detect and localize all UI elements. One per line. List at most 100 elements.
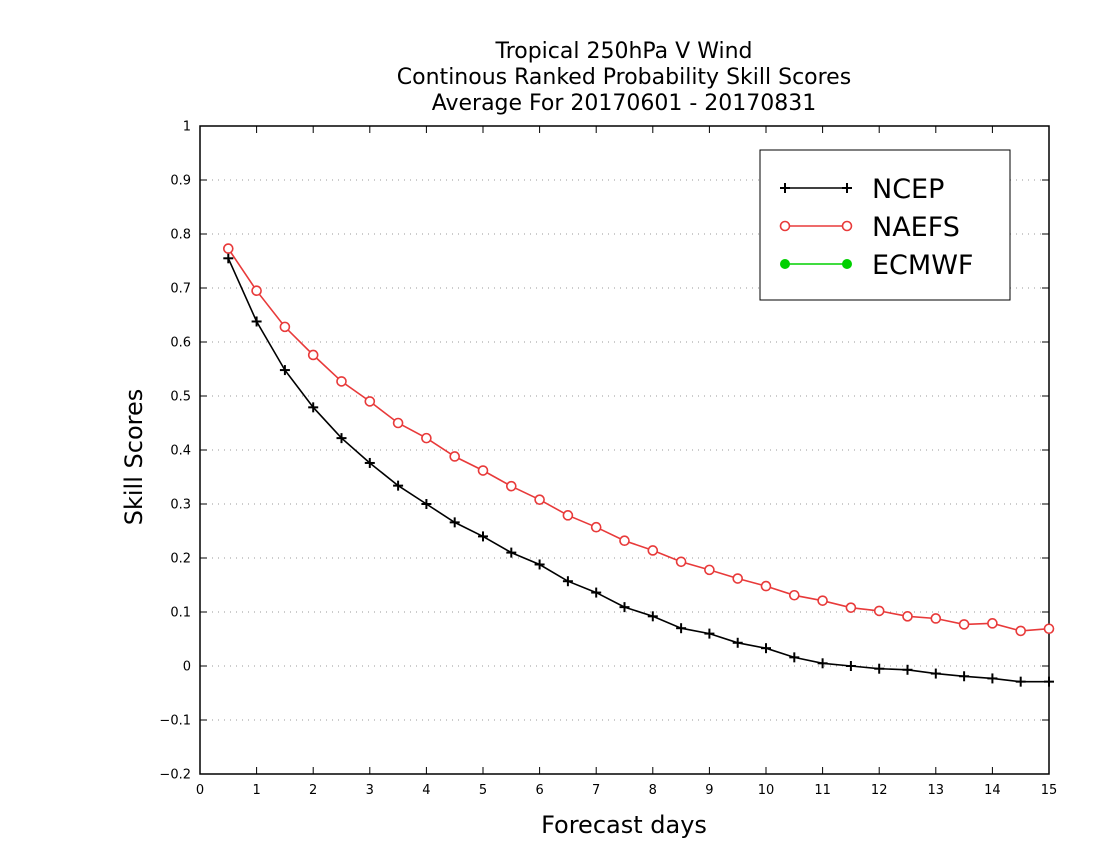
ncep-point	[336, 433, 347, 444]
x-tick-label: 13	[928, 783, 945, 798]
naefs-point	[421, 432, 432, 444]
naefs-point	[958, 619, 970, 630]
x-axis-ticks: 0 1 2 3 4 5 6 7 8 9 10 11 12 13 14 15	[196, 126, 1057, 798]
ncep-point	[789, 652, 800, 663]
title-line-1: Tropical 250hPa V Wind	[494, 39, 752, 64]
legend: NCEP NAEFS ECMWF	[759, 149, 1011, 301]
x-tick-label: 12	[871, 783, 888, 798]
legend-items: NCEP NAEFS ECMWF	[779, 174, 973, 281]
naefs-point	[704, 564, 715, 576]
legend-marker	[780, 183, 790, 193]
ncep-point	[959, 671, 970, 682]
chart-title: Tropical 250hPa V Wind Continous Ranked …	[397, 39, 851, 116]
legend-label: NCEP	[872, 174, 944, 205]
ncep-point	[421, 499, 432, 509]
title-line-3: Average For 20170601 - 20170831	[432, 91, 817, 116]
legend-label: ECMWF	[872, 250, 973, 281]
naefs-point	[590, 521, 602, 533]
naefs-point	[307, 349, 319, 361]
ncep-point	[761, 643, 771, 654]
ncep-point	[619, 602, 630, 613]
y-tick-label: 0.5	[170, 390, 191, 405]
ncep-point	[817, 658, 828, 669]
y-tick-label: 1	[183, 120, 191, 135]
ncep-point	[223, 253, 234, 264]
ncep-point	[987, 673, 998, 684]
ncep-point	[1044, 676, 1054, 687]
legend-item-naefs: NAEFS	[779, 212, 960, 243]
naefs-point	[562, 510, 574, 521]
x-axis-label: Forecast days	[541, 811, 707, 839]
x-tick-label: 3	[366, 783, 374, 798]
naefs-point	[732, 573, 744, 584]
naefs-point	[930, 613, 942, 624]
naefs-point	[845, 602, 857, 613]
legend-marker	[841, 220, 853, 232]
naefs-point	[675, 556, 687, 568]
x-tick-label: 8	[649, 783, 657, 798]
y-tick-label: 0	[183, 660, 191, 675]
ncep-point	[393, 480, 404, 491]
naefs-point	[534, 494, 545, 505]
legend-item-ncep: NCEP	[780, 174, 944, 205]
x-tick-label: 0	[196, 783, 204, 798]
ncep-point	[562, 576, 573, 587]
naefs-point	[760, 580, 772, 592]
naefs-point	[987, 618, 998, 629]
ncep-point	[732, 637, 743, 648]
legend-marker	[842, 183, 852, 193]
naefs-point	[392, 417, 404, 429]
y-tick-label: 0.2	[170, 552, 191, 567]
ncep-point	[279, 365, 290, 376]
y-tick-label: 0.6	[170, 336, 191, 351]
naefs-point	[873, 605, 885, 617]
x-tick-label: 9	[705, 783, 713, 798]
naefs-point	[505, 480, 517, 492]
ncep-point	[704, 628, 715, 639]
series-layer	[223, 243, 1055, 687]
x-tick-label: 6	[535, 783, 543, 798]
naefs-point	[817, 595, 828, 606]
y-axis-label: Skill Scores	[120, 389, 148, 526]
title-line-2: Continous Ranked Probability Skill Score…	[397, 65, 851, 90]
x-tick-label: 15	[1041, 783, 1058, 798]
ncep-point	[676, 623, 687, 634]
x-tick-label: 4	[422, 783, 430, 798]
naefs-point	[902, 611, 913, 622]
y-tick-label: 0.7	[170, 282, 191, 297]
ncep-point	[478, 531, 488, 542]
naefs-point	[449, 451, 461, 462]
naefs-point	[647, 545, 659, 556]
ncep-point	[506, 547, 517, 558]
ncep-point	[845, 661, 856, 671]
legend-box	[759, 149, 1011, 301]
y-tick-label: 0.8	[170, 228, 191, 243]
ncep-point	[449, 517, 460, 528]
x-tick-label: 14	[984, 783, 1001, 798]
naefs-point	[364, 396, 376, 407]
series-ncep	[223, 253, 1054, 687]
series-naefs	[223, 243, 1055, 637]
ncep-point	[647, 611, 658, 622]
x-tick-label: 5	[479, 783, 487, 798]
legend-marker	[780, 259, 790, 269]
naefs-point	[223, 243, 234, 254]
naefs-point	[1015, 625, 1027, 637]
x-tick-label: 1	[252, 783, 260, 798]
naefs-point	[1043, 623, 1055, 635]
y-tick-label: 0.1	[170, 606, 191, 621]
ncep-point	[364, 457, 375, 468]
y-tick-label: −0.2	[159, 768, 191, 783]
naefs-point	[336, 376, 347, 387]
y-tick-label: 0.4	[170, 444, 191, 459]
ncep-point	[930, 668, 941, 679]
x-tick-label: 10	[758, 783, 775, 798]
ncep-point	[308, 402, 319, 413]
y-tick-label: 0.3	[170, 498, 191, 513]
naefs-point	[279, 321, 291, 333]
y-tick-label: 0.9	[170, 174, 191, 189]
legend-marker	[842, 259, 852, 269]
naefs-point	[477, 465, 489, 476]
ncep-point	[902, 664, 913, 675]
